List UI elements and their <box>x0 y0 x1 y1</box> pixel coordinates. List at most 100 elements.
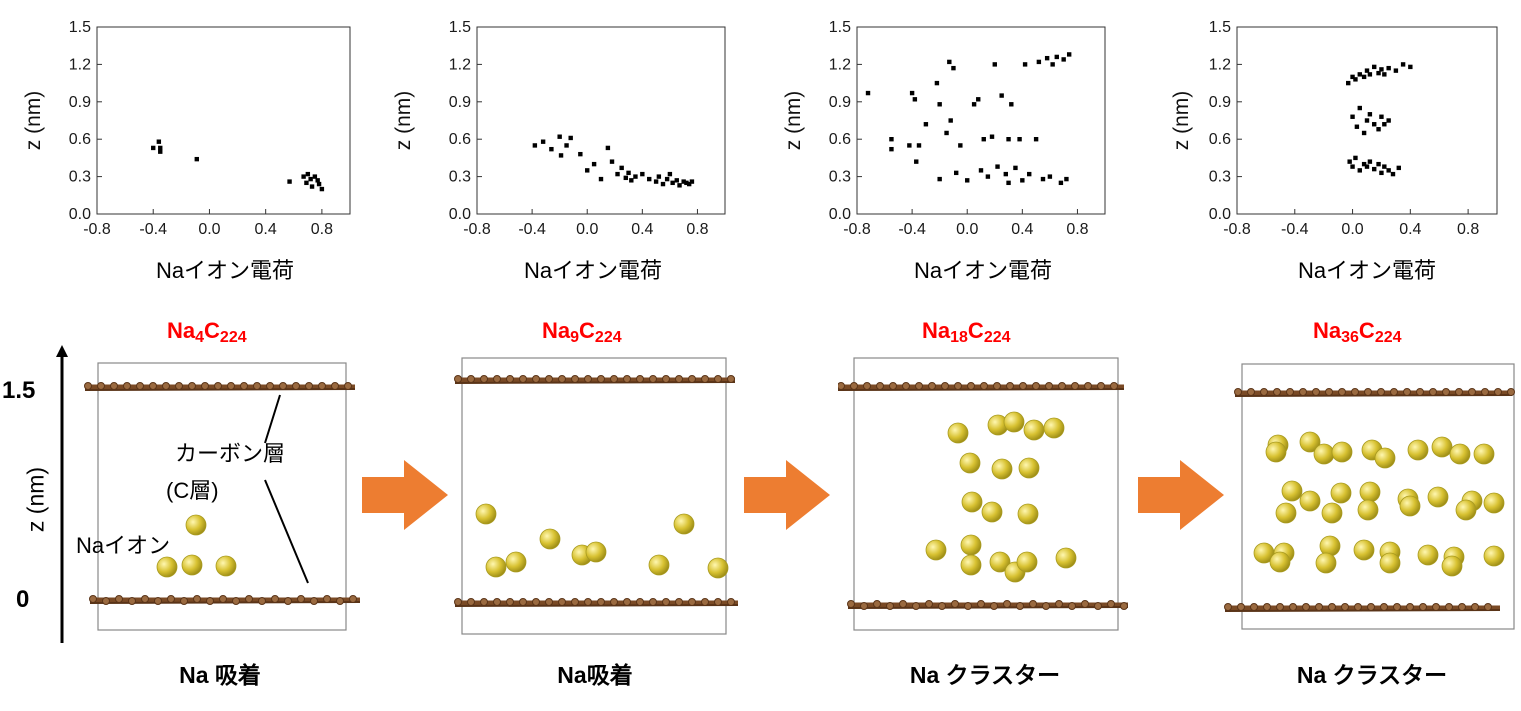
progression-arrow-1 <box>362 460 448 530</box>
y-tick-label: 0.3 <box>69 169 91 186</box>
carbon-atom <box>876 382 884 390</box>
data-point <box>549 146 554 152</box>
carbon-atom <box>558 375 566 383</box>
y-tick-label: 0.0 <box>449 206 471 223</box>
x-tick-label: 0.4 <box>631 221 653 238</box>
carbon-atom <box>219 595 227 603</box>
y-axis-label: z (nm) <box>782 91 805 151</box>
data-point <box>1367 159 1373 164</box>
sodium-atom <box>1431 436 1453 458</box>
carbon-atom <box>623 375 631 383</box>
carbon-atom <box>1224 603 1232 611</box>
plot-frame <box>476 26 726 215</box>
carbon-atom <box>1237 603 1245 611</box>
x-tick-label: -0.4 <box>898 221 926 238</box>
carbon-atom <box>506 375 514 383</box>
sodium-atom <box>959 452 981 474</box>
data-point <box>1050 62 1055 67</box>
data-point <box>305 171 311 177</box>
z-axis-arrow <box>56 345 68 643</box>
carbon-atom <box>149 382 157 390</box>
data-point <box>889 146 894 152</box>
carbon-atom <box>284 597 292 605</box>
sim-panel-4 <box>1224 363 1515 630</box>
sodium-atom <box>1417 544 1439 566</box>
data-point <box>568 135 573 141</box>
carbon-atom <box>899 600 907 608</box>
data-point <box>158 145 163 151</box>
sodium-atom <box>1299 490 1321 512</box>
sodium-atom <box>1275 502 1297 524</box>
data-point <box>1350 74 1355 80</box>
y-tick-label: 0.9 <box>69 94 91 111</box>
carbon-atom <box>141 595 149 603</box>
data-point <box>664 176 670 182</box>
carbon-atom <box>889 382 897 390</box>
data-point <box>1361 161 1367 167</box>
carbon-atom <box>297 595 305 603</box>
caption-3: Na クラスター <box>909 662 1061 688</box>
data-point <box>1058 180 1064 186</box>
carbon-atom <box>675 375 683 383</box>
data-point <box>564 143 569 148</box>
data-point <box>1367 112 1373 117</box>
y-tick-label: 1.5 <box>829 19 851 36</box>
data-point <box>1386 168 1391 173</box>
sodium-atom <box>1023 419 1045 441</box>
data-point <box>909 90 915 96</box>
data-point <box>971 102 977 107</box>
data-point <box>1408 64 1413 70</box>
carbon-atom <box>584 598 592 606</box>
carbon-atom <box>180 597 188 605</box>
z-axis-bottom-label: 0 <box>16 586 30 613</box>
carbon-atom <box>964 602 972 610</box>
carbon-layer-bottom-2 <box>454 598 739 607</box>
sodium-atom <box>505 551 527 573</box>
data-point <box>951 65 956 71</box>
data-point <box>1382 164 1387 169</box>
sodium-atoms-3 <box>925 411 1077 583</box>
carbon-atom <box>1042 602 1050 610</box>
data-point <box>684 180 689 186</box>
data-point <box>948 118 953 123</box>
carbon-atom <box>662 598 670 606</box>
carbon-atom <box>977 600 985 608</box>
data-point <box>976 97 981 102</box>
data-point <box>1361 130 1367 136</box>
data-point <box>1357 72 1362 77</box>
data-point <box>995 164 1000 169</box>
data-point <box>907 143 912 148</box>
y-axis-label: z (nm) <box>392 91 415 151</box>
x-tick-label: -0.8 <box>843 221 871 238</box>
data-point <box>1047 174 1053 179</box>
sodium-atom <box>1455 499 1477 521</box>
data-point <box>158 149 163 154</box>
carbon-atom <box>675 598 683 606</box>
formula-label-4: Na36C224 <box>1313 318 1402 346</box>
data-point <box>1354 124 1360 129</box>
carbon-atom <box>915 382 923 390</box>
sodium-atom <box>1427 486 1449 508</box>
carbon-layer-bottom-4 <box>1224 603 1501 612</box>
x-tick-label: 0.8 <box>686 221 708 238</box>
carbon-atom <box>188 382 196 390</box>
carbon-atom <box>1055 600 1063 608</box>
carbon-atom <box>610 598 618 606</box>
data-point <box>1006 137 1011 142</box>
plot-frame <box>96 26 351 215</box>
data-point <box>1006 180 1011 186</box>
data-point <box>1372 166 1377 172</box>
carbon-atom <box>1081 600 1089 608</box>
data-point <box>985 174 991 179</box>
y-tick-label: 0.9 <box>449 94 471 111</box>
data-point <box>1066 52 1072 57</box>
carbon-atom <box>1058 382 1066 390</box>
data-point <box>1064 176 1069 182</box>
carbon-atom <box>1120 602 1128 610</box>
sodium-atom <box>1265 441 1287 463</box>
progression-arrow-3 <box>1138 460 1224 530</box>
data-point <box>605 145 611 151</box>
x-tick-label: -0.8 <box>1223 221 1251 238</box>
carbon-atom <box>193 595 201 603</box>
carbon-atom <box>318 382 326 390</box>
